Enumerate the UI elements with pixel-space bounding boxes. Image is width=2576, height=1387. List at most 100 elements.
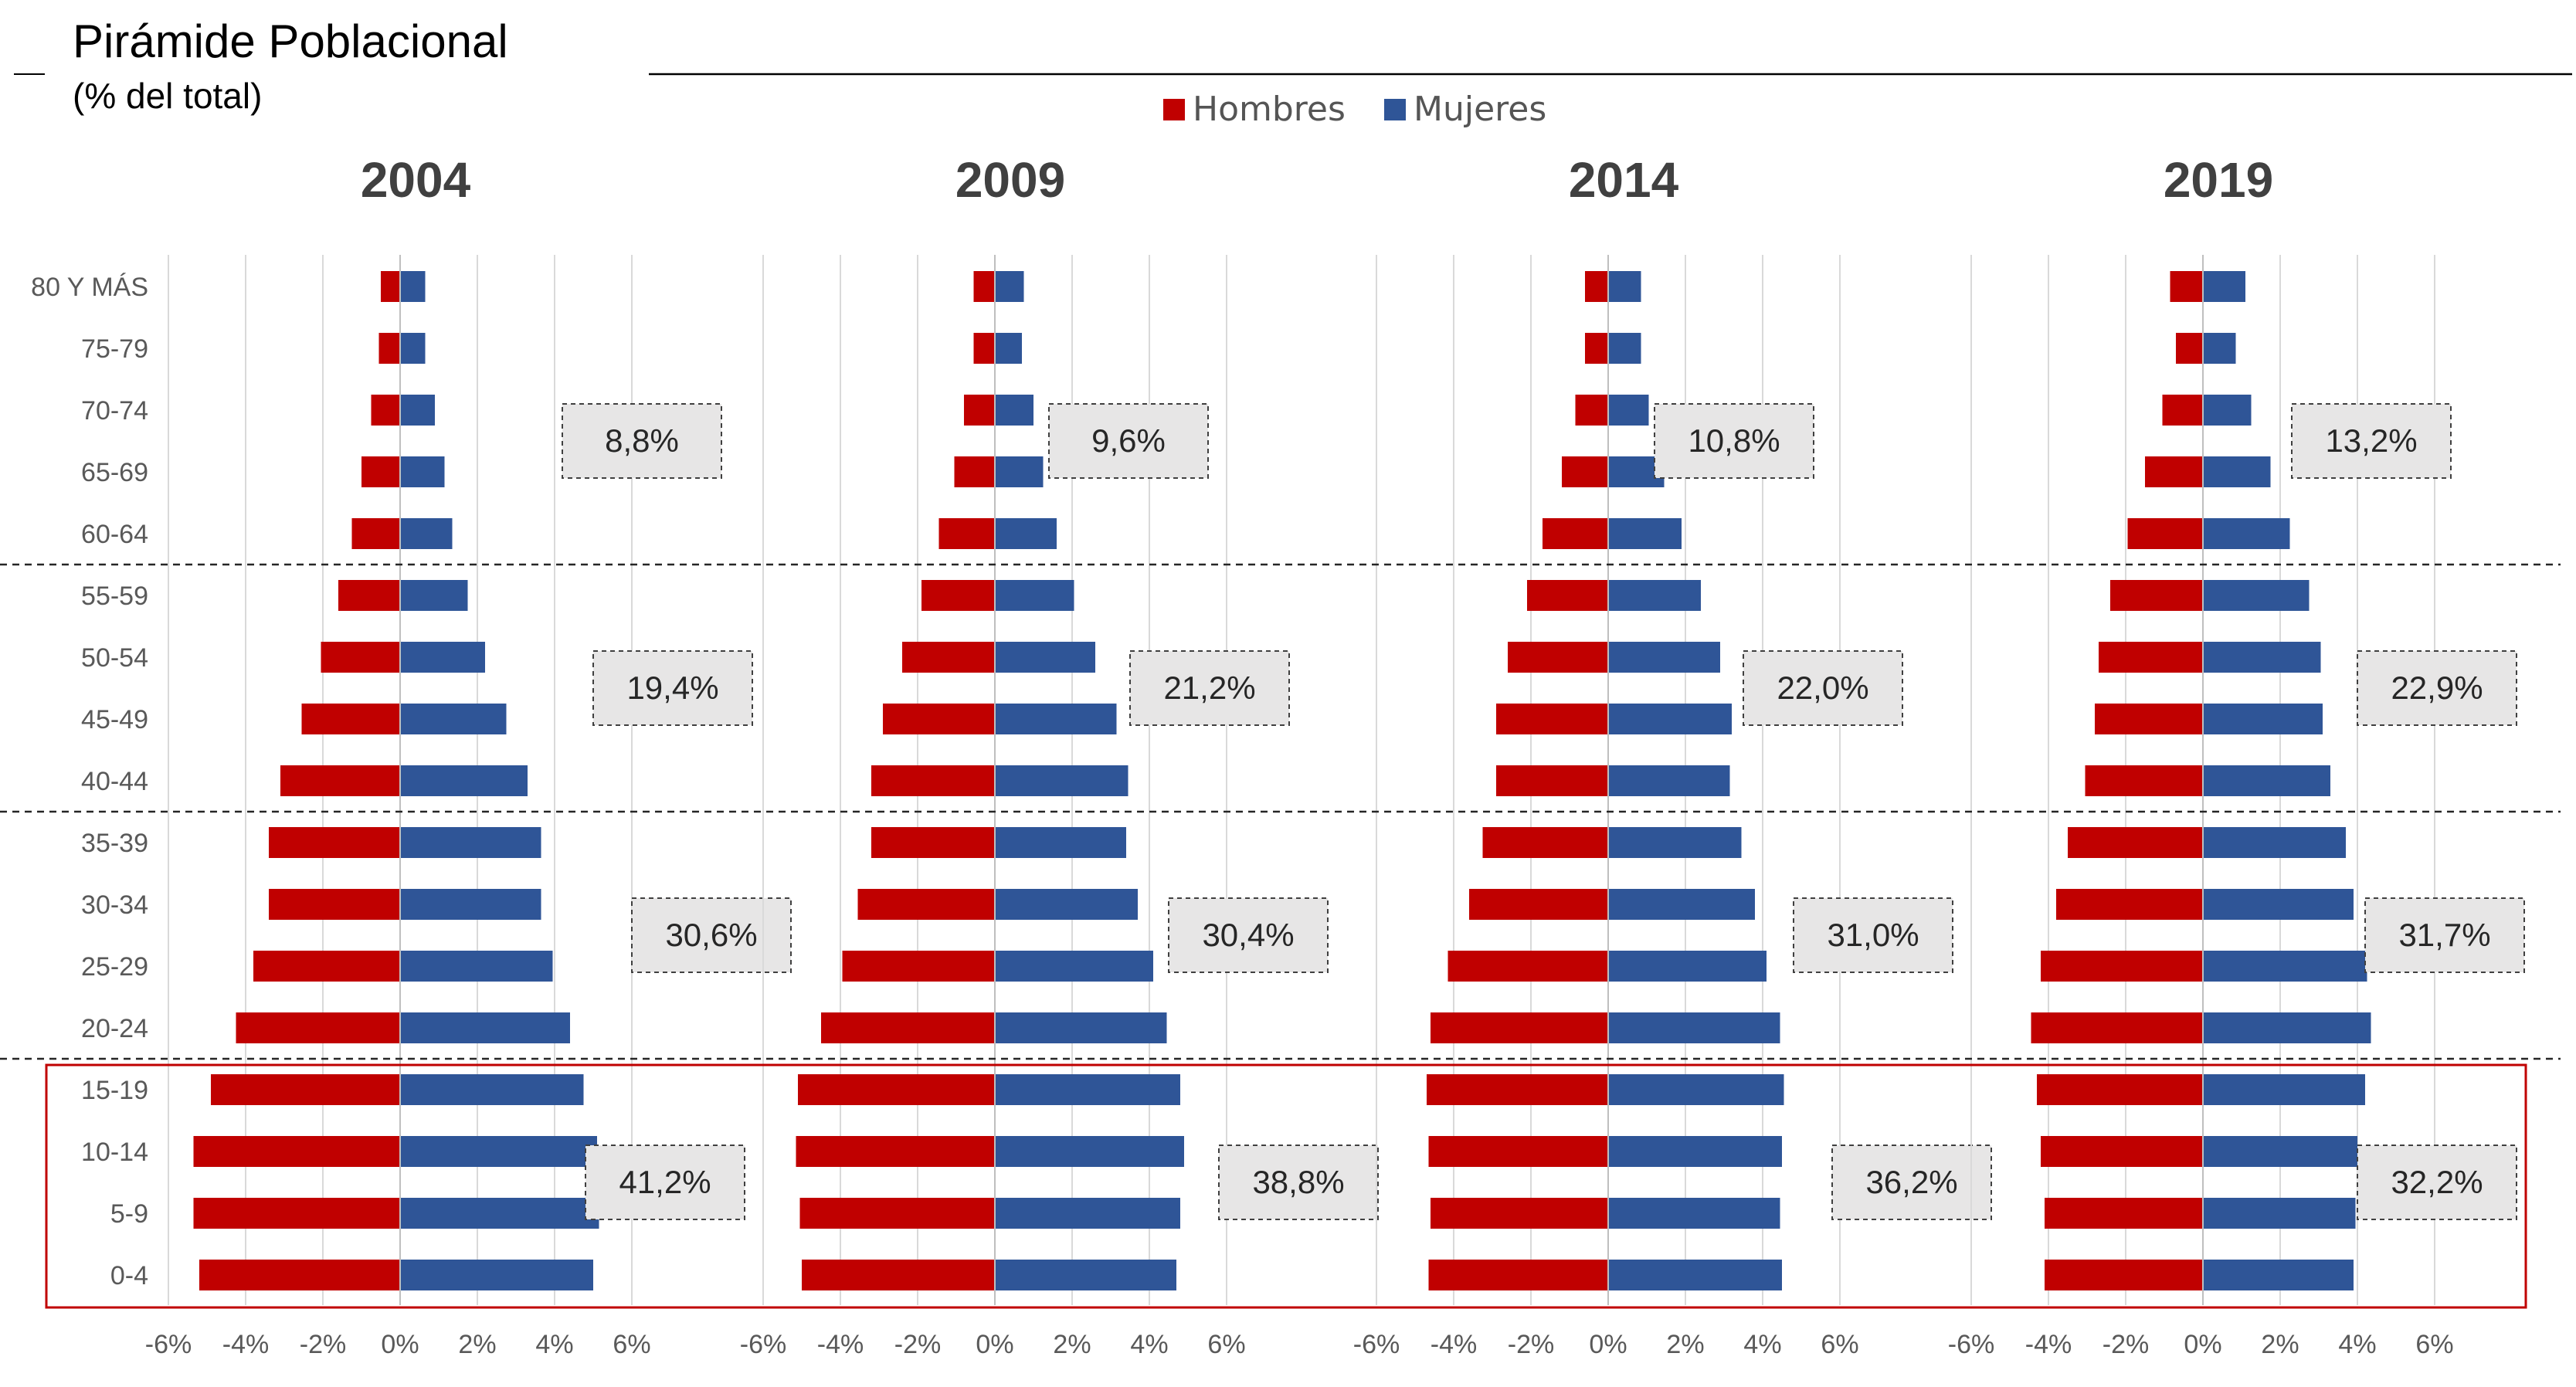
age-label-10: 30-34 <box>81 890 148 920</box>
bar-hombres <box>2145 456 2203 487</box>
bar-mujeres <box>995 395 1033 426</box>
annotation-box <box>2364 897 2525 973</box>
bar-hombres <box>371 395 400 426</box>
bar-mujeres <box>995 1198 1180 1229</box>
annotation-label: 30,6% <box>665 917 757 953</box>
bar-mujeres <box>1608 1136 1782 1167</box>
annotation-box <box>592 650 753 726</box>
annotation-label: 41,2% <box>619 1164 711 1200</box>
age-label-11: 25-29 <box>81 952 148 982</box>
annotation-label: 13,2% <box>2325 422 2417 459</box>
bar-mujeres <box>995 1260 1176 1290</box>
bar-hombres <box>921 580 995 611</box>
chart-panels: 2004 -6% -4% -2% 0% 2% 4% 6% 8,8% 19,4% 30,6% 41,2%… <box>145 152 2525 1359</box>
bar-hombres <box>351 518 400 549</box>
bar-mujeres <box>1608 1260 1782 1290</box>
bar-mujeres <box>995 580 1074 611</box>
x-tick-label: -2% <box>894 1330 941 1359</box>
age-label-1: 75-79 <box>81 334 148 364</box>
bar-hombres <box>381 271 400 302</box>
bar-hombres <box>211 1074 400 1105</box>
annotation-label: 38,8% <box>1252 1164 1344 1200</box>
bar-mujeres <box>995 704 1117 734</box>
x-tick-label: 0% <box>976 1330 1013 1359</box>
x-tick-label: 4% <box>2338 1330 2376 1359</box>
panel-year-title: 2019 <box>2164 152 2273 208</box>
bar-mujeres <box>995 271 1024 302</box>
bar-mujeres <box>995 456 1044 487</box>
age-group-labels: 80 Y MÁS 75-79 70-74 65-69 60-64 55-59 50-54 45… <box>31 273 148 1290</box>
legend-swatch-hombres <box>1163 99 1185 120</box>
bar-hombres <box>2045 1198 2203 1229</box>
bar-mujeres <box>2203 580 2310 611</box>
bar-hombres <box>1496 765 1608 796</box>
bar-mujeres <box>1608 889 1755 920</box>
annotation-box <box>1048 403 1209 479</box>
bar-hombres <box>798 1074 995 1105</box>
bar-hombres <box>236 1012 400 1043</box>
bar-hombres <box>1496 704 1608 734</box>
bar-hombres <box>199 1260 400 1290</box>
annotation-box <box>2357 1145 2517 1220</box>
x-tick-label: -2% <box>300 1330 346 1359</box>
annotation-box <box>1129 650 1290 726</box>
bar-hombres <box>973 271 995 302</box>
annotation-box <box>1654 403 1814 479</box>
legend-label-mujeres: Mujeres <box>1414 90 1546 129</box>
bar-hombres <box>902 642 995 673</box>
bar-hombres <box>338 580 400 611</box>
legend-label-hombres: Hombres <box>1193 90 1346 129</box>
bar-hombres <box>1508 642 1608 673</box>
chart-overlay <box>0 563 2561 1309</box>
bar-mujeres <box>2203 765 2330 796</box>
bar-mujeres <box>400 1136 597 1167</box>
bar-hombres <box>1428 1260 1608 1290</box>
age-label-12: 20-24 <box>81 1014 148 1043</box>
bar-mujeres <box>2203 1136 2357 1167</box>
panel-year-title: 2014 <box>1569 152 1679 208</box>
bar-mujeres <box>1608 395 1649 426</box>
bar-mujeres <box>1608 827 1742 858</box>
annotation-label: 21,2% <box>1163 670 1255 706</box>
bar-hombres <box>857 889 995 920</box>
bar-hombres <box>301 704 400 734</box>
annotation-box <box>1168 897 1329 973</box>
x-tick-label: 0% <box>381 1330 419 1359</box>
bar-hombres <box>821 1012 995 1043</box>
bar-mujeres <box>995 951 1153 982</box>
age-label-13: 15-19 <box>81 1076 148 1105</box>
age-label-16: 0-4 <box>110 1261 148 1290</box>
age-label-0: 80 Y MÁS <box>31 273 148 302</box>
bar-hombres <box>883 704 995 734</box>
bar-hombres <box>361 456 400 487</box>
panel-year-title: 2004 <box>361 152 471 208</box>
panel-year-title: 2009 <box>955 152 1065 208</box>
x-tick-label: 4% <box>1743 1330 1781 1359</box>
bar-mujeres <box>400 642 485 673</box>
x-tick-label: -2% <box>1508 1330 1554 1359</box>
bar-hombres <box>1428 1136 1608 1167</box>
bar-hombres <box>2162 395 2203 426</box>
bar-hombres <box>973 333 995 364</box>
x-tick-label: 6% <box>1207 1330 1245 1359</box>
bar-hombres <box>2068 827 2203 858</box>
annotation-label: 31,7% <box>2398 917 2490 953</box>
annotation-box <box>1793 897 1953 973</box>
bar-hombres <box>1543 518 1608 549</box>
x-tick-label: -6% <box>1353 1330 1400 1359</box>
bar-hombres <box>2170 271 2203 302</box>
bar-hombres <box>2085 765 2203 796</box>
age-label-15: 5-9 <box>110 1199 148 1229</box>
bar-hombres <box>1585 271 1608 302</box>
bar-hombres <box>1527 580 1608 611</box>
bar-hombres <box>796 1136 995 1167</box>
bar-mujeres <box>400 889 541 920</box>
x-tick-label: 6% <box>1821 1330 1858 1359</box>
x-tick-label: -4% <box>222 1330 269 1359</box>
annotation-box <box>585 1145 745 1220</box>
bar-hombres <box>1469 889 1608 920</box>
legend-swatch-mujeres <box>1384 99 1406 120</box>
bar-mujeres <box>400 951 553 982</box>
x-tick-label: -6% <box>740 1330 786 1359</box>
annotation-label: 36,2% <box>1865 1164 1957 1200</box>
